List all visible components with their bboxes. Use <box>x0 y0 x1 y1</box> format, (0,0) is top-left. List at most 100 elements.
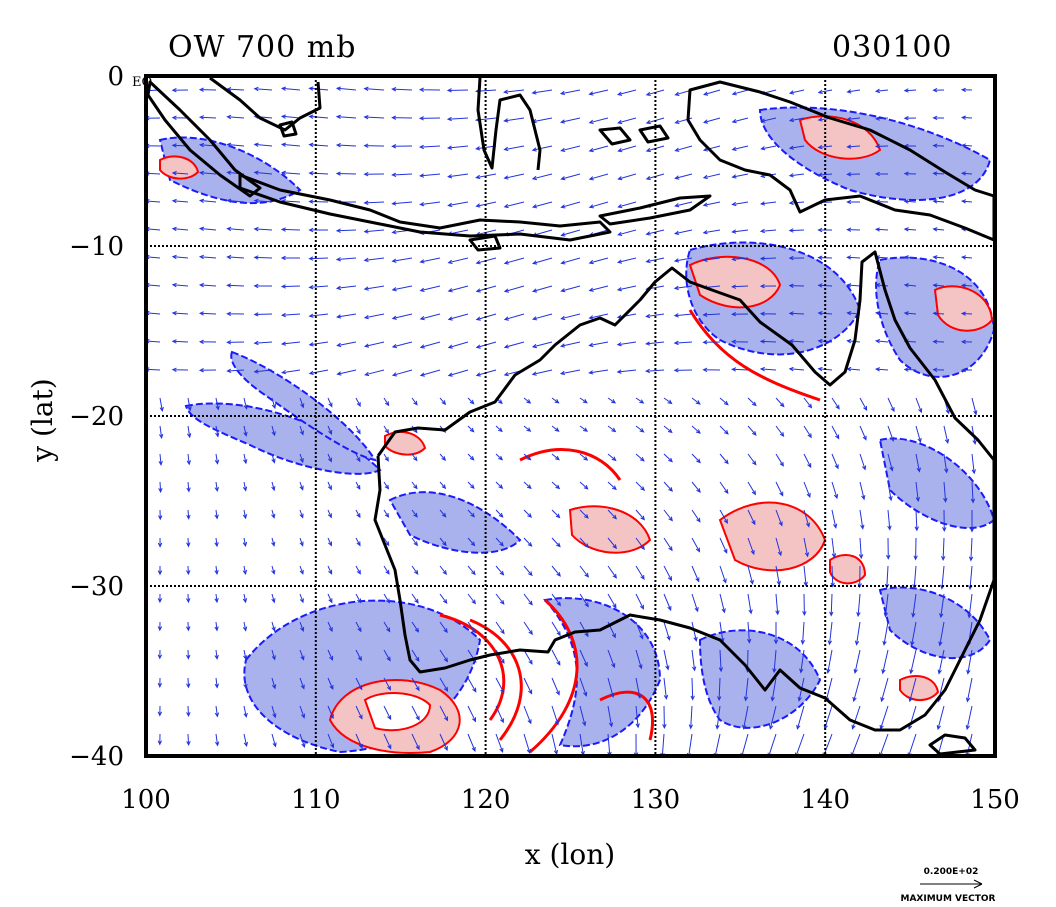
wind-vector <box>831 397 840 410</box>
wind-vector <box>607 649 616 669</box>
wind-vector <box>157 566 163 576</box>
wind-vector <box>852 677 861 703</box>
wind-vector <box>198 339 217 345</box>
positive-region <box>829 554 867 585</box>
wind-vector <box>607 565 617 579</box>
wind-vector <box>579 593 589 608</box>
wind-vector <box>439 481 447 490</box>
wind-vector <box>243 425 248 437</box>
wind-vector <box>327 677 334 691</box>
wind-vector <box>635 677 642 700</box>
wind-vector <box>418 87 441 92</box>
wind-vector <box>214 509 219 520</box>
wind-vector <box>971 453 976 475</box>
wind-vector <box>214 565 219 576</box>
wind-vector <box>299 397 305 409</box>
wind-vector <box>214 537 219 548</box>
wind-vector <box>616 257 637 264</box>
wind-vector <box>495 677 505 694</box>
wind-vector <box>226 142 245 148</box>
wind-vector <box>355 565 361 575</box>
wind-vector <box>157 537 163 548</box>
wind-vector <box>960 367 973 373</box>
wind-vector <box>960 115 973 120</box>
wind-vector <box>363 200 385 205</box>
wind-vector <box>688 705 694 730</box>
wind-vector <box>702 173 721 180</box>
wind-vector <box>308 256 329 261</box>
wind-vector <box>759 339 777 344</box>
wind-vector <box>271 397 277 410</box>
wind-vector <box>717 677 722 702</box>
wind-vector <box>965 705 973 731</box>
wind-vector <box>691 425 701 434</box>
wind-vector <box>171 87 189 93</box>
wind-vector <box>747 397 757 407</box>
wind-vector <box>831 537 837 559</box>
y-tick-labels: 0 −10 −20 −30 −40 <box>69 62 124 772</box>
wind-vector <box>831 453 839 470</box>
wind-vector <box>803 481 811 498</box>
wind-vector <box>523 677 533 695</box>
wind-vector <box>803 537 810 558</box>
wind-vector <box>308 313 329 318</box>
wind-vector <box>335 257 357 262</box>
wind-vector <box>531 285 553 293</box>
wind-vector <box>523 425 532 432</box>
wind-vector <box>271 621 276 632</box>
wind-vector <box>439 677 449 692</box>
wind-vector <box>551 705 560 726</box>
wind-vector <box>829 593 834 617</box>
wind-vector <box>280 341 301 346</box>
wind-vector <box>803 397 813 409</box>
positive-region <box>159 155 200 180</box>
wind-vector <box>747 425 757 436</box>
wind-vector <box>299 593 304 604</box>
wind-vector <box>495 453 504 461</box>
wind-vector <box>846 199 860 205</box>
wind-vector <box>718 649 724 673</box>
wind-vector <box>226 340 245 345</box>
wind-vector <box>439 621 448 634</box>
wind-vector <box>383 425 390 434</box>
wind-vector <box>243 453 248 465</box>
wind-vector <box>635 425 645 433</box>
wind-vector <box>308 227 328 233</box>
wind-vector <box>715 705 721 730</box>
wind-vector <box>579 705 587 727</box>
wind-vector <box>759 201 777 206</box>
wind-vector <box>859 481 866 501</box>
wind-vector <box>439 733 448 752</box>
wind-vector <box>355 705 363 720</box>
wind-vector <box>327 705 334 720</box>
wind-vector <box>846 89 861 94</box>
wind-vector <box>391 144 413 149</box>
wind-vector <box>731 201 749 207</box>
wind-vector <box>308 170 329 176</box>
wind-vector <box>158 509 163 521</box>
wind-vector <box>495 621 505 635</box>
wind-vector <box>280 284 301 289</box>
wind-vector <box>157 621 163 632</box>
sumatra-coastline <box>146 80 262 198</box>
wind-vector <box>327 649 334 661</box>
negative-region <box>698 629 822 729</box>
wind-vector <box>531 89 553 95</box>
vector-key-value: 0.200E+02 <box>924 867 979 877</box>
wind-vector <box>198 115 217 120</box>
wind-vector <box>253 255 273 260</box>
wind-vector <box>171 254 189 260</box>
wind-vector <box>186 425 192 439</box>
wind-vector <box>383 649 391 662</box>
wind-vector <box>391 87 413 92</box>
wind-vector <box>932 115 945 121</box>
wind-vector <box>702 367 721 373</box>
wind-vector <box>171 170 189 176</box>
wind-vector <box>446 145 469 150</box>
wind-vector <box>299 705 306 719</box>
wind-vector <box>775 565 781 586</box>
wind-vector <box>243 649 248 661</box>
wind-vector <box>830 565 835 588</box>
wind-vector <box>941 537 946 562</box>
